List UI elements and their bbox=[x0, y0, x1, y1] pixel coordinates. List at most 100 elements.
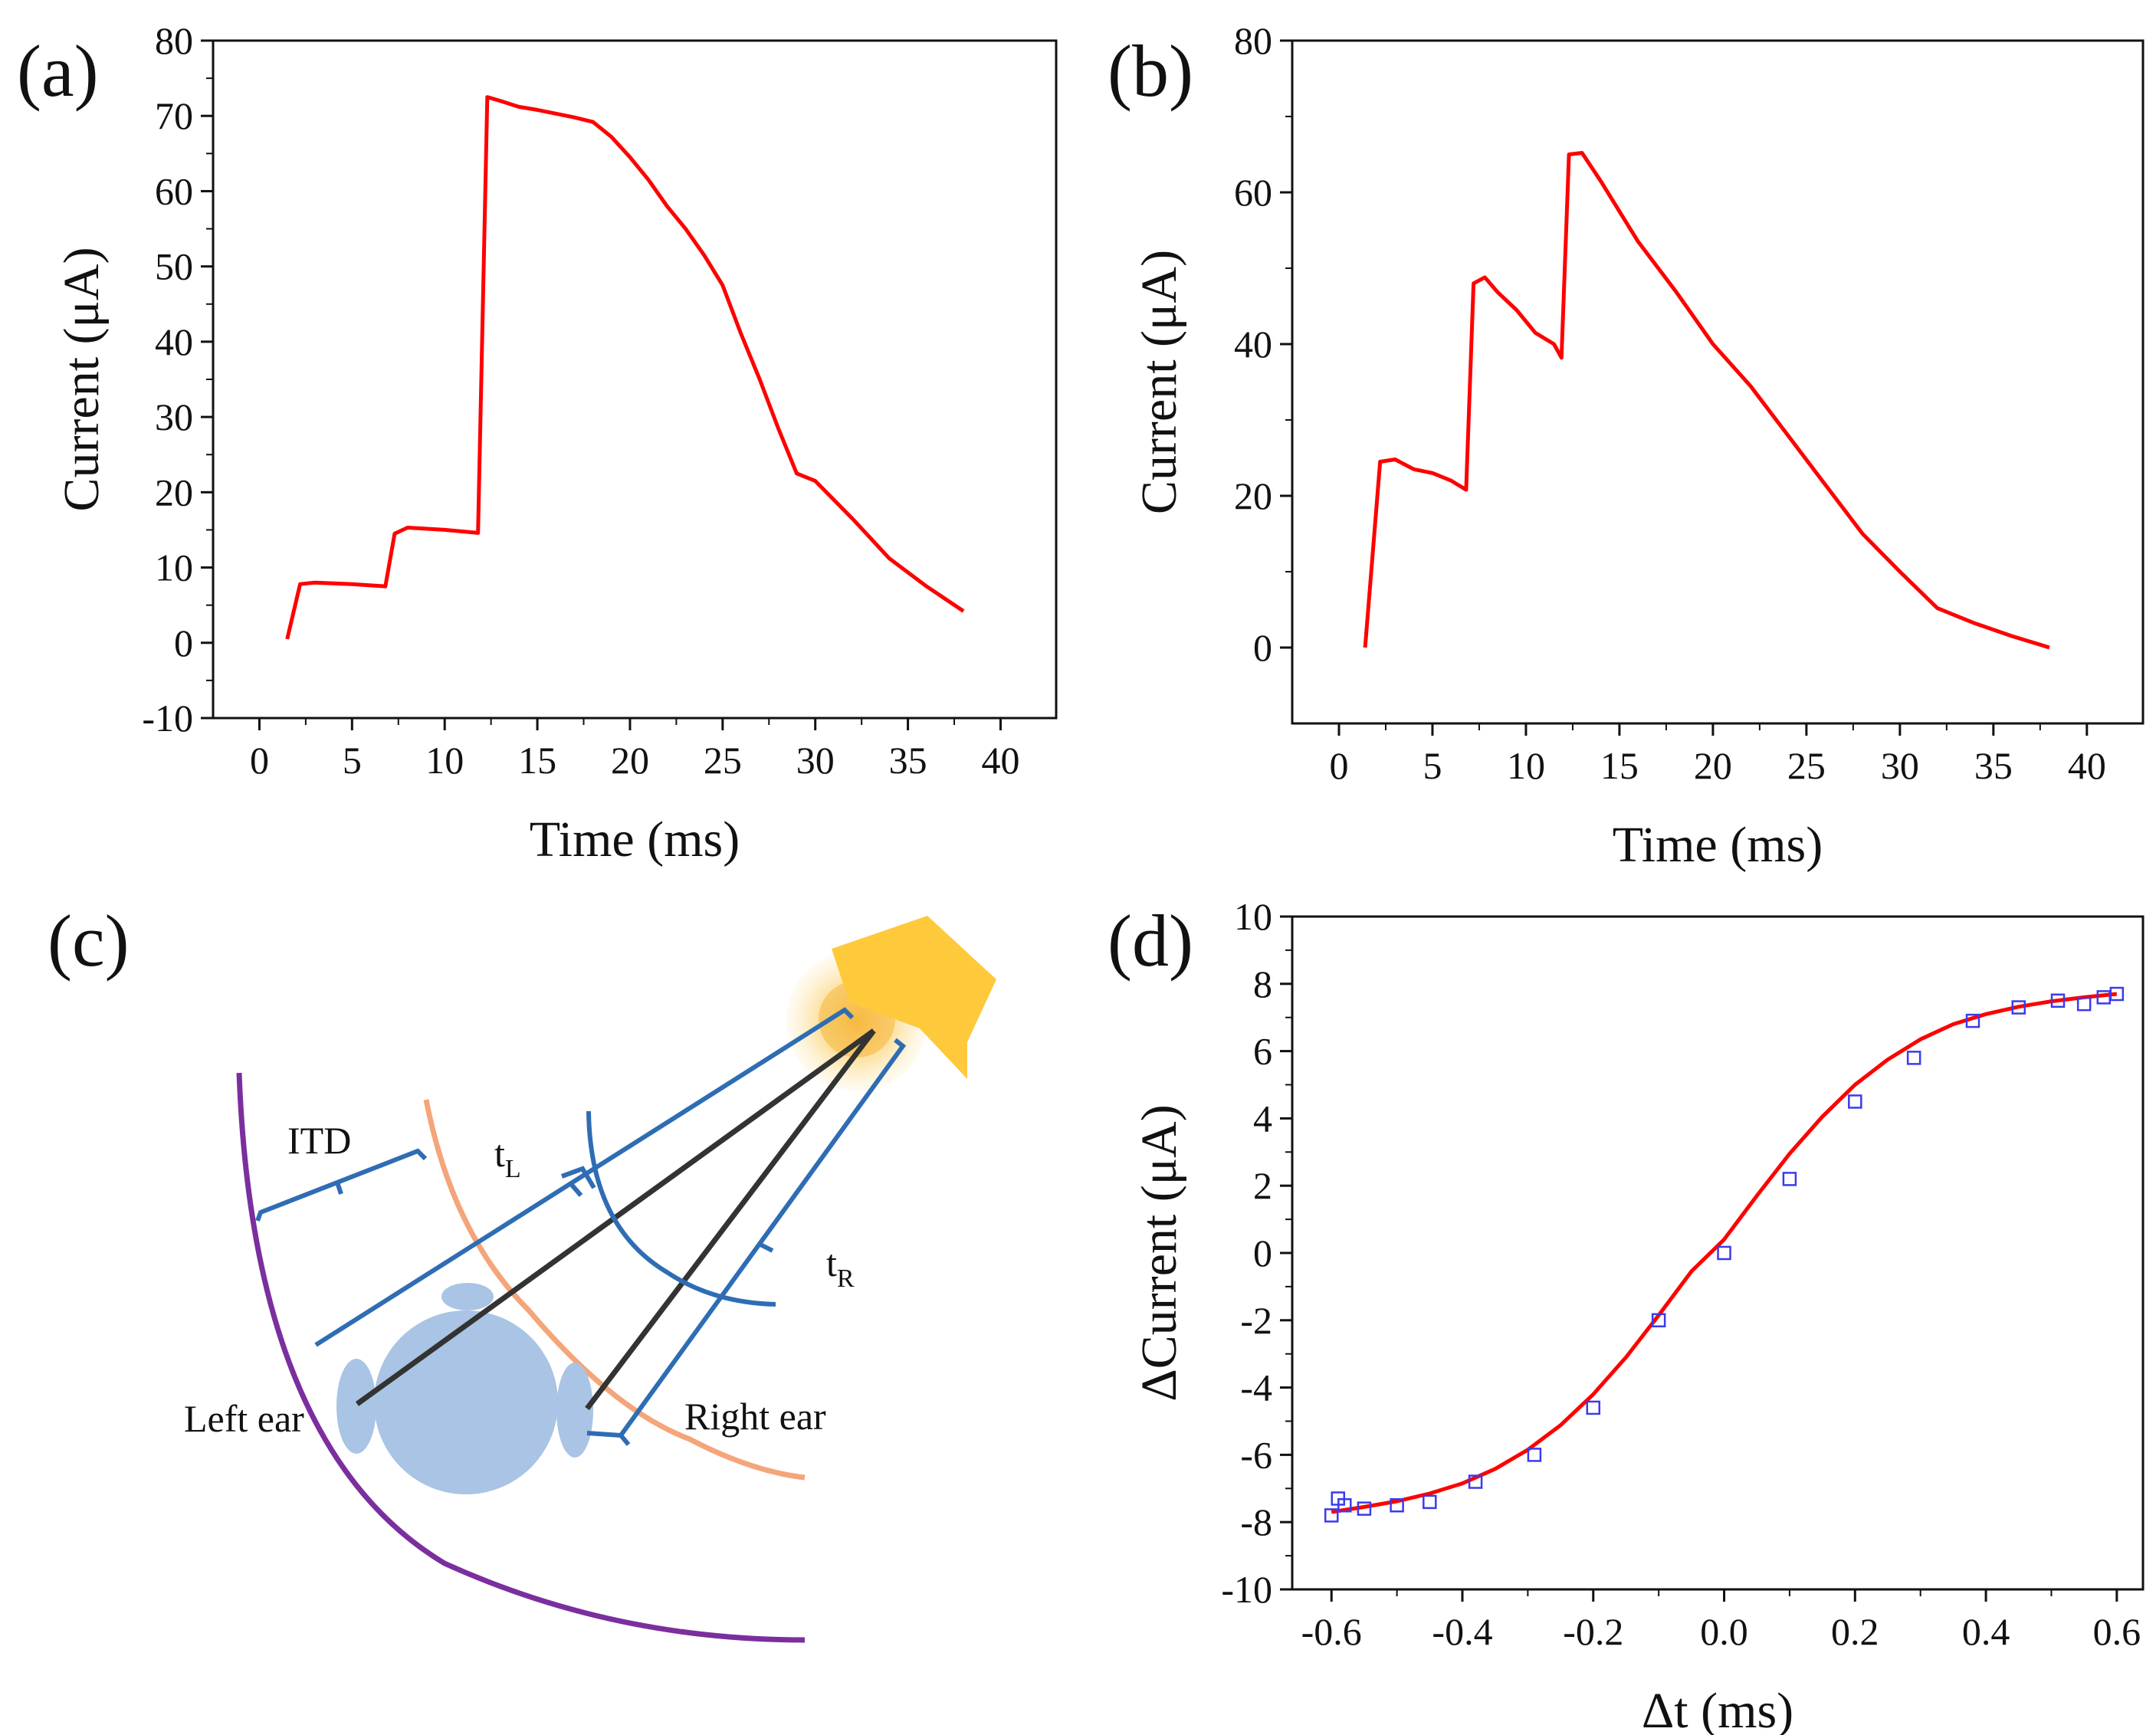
y-tick-label: 10 bbox=[155, 546, 193, 589]
y-tick-label: -10 bbox=[142, 697, 193, 740]
tr-label: tR bbox=[826, 1241, 855, 1293]
data-point bbox=[1651, 1313, 1666, 1328]
x-tick-label: 40 bbox=[2068, 744, 2106, 787]
left-ear-shape bbox=[336, 1359, 376, 1454]
y-tick-label: 70 bbox=[155, 94, 193, 137]
itd-label: ITD bbox=[287, 1119, 351, 1162]
y-tick-label: 0 bbox=[174, 622, 193, 664]
x-tick-label: 10 bbox=[425, 739, 464, 782]
data-point bbox=[1782, 1172, 1797, 1186]
x-tick-label: -0.2 bbox=[1563, 1610, 1623, 1653]
x-tick-label: 5 bbox=[1423, 744, 1442, 787]
y-tick-label: -10 bbox=[1221, 1568, 1272, 1611]
x-axis-label: Time (ms) bbox=[1613, 817, 1823, 873]
series-line-fit bbox=[1331, 992, 2118, 1514]
y-tick-label: 30 bbox=[155, 395, 193, 438]
x-tick-label: 0.6 bbox=[2093, 1610, 2141, 1653]
data-point bbox=[1423, 1494, 1437, 1510]
y-tick-label: 60 bbox=[155, 169, 193, 212]
x-axis-label: Δt (ms) bbox=[1642, 1683, 1793, 1735]
head-nose bbox=[441, 1283, 494, 1310]
x-tick-label: 0.0 bbox=[1700, 1610, 1748, 1653]
data-point bbox=[2011, 1000, 2026, 1015]
chart-a: -10 0 10 20 30 40 50 60 70 80 0 5 10 15 20 25 30 35 40 Time… bbox=[54, 19, 1058, 868]
purple-arc bbox=[236, 1072, 806, 1643]
data-point bbox=[1324, 1508, 1339, 1523]
y-tick-label: 80 bbox=[1234, 19, 1272, 62]
y-tick-label: 6 bbox=[1253, 1030, 1272, 1073]
x-tick-label: 35 bbox=[1974, 744, 2013, 787]
y-tick-label: -6 bbox=[1240, 1433, 1272, 1476]
x-tick-label: 15 bbox=[518, 739, 556, 782]
x-tick-label: 0.2 bbox=[1831, 1610, 1879, 1653]
panel-label-d: (d) bbox=[1108, 900, 1193, 982]
y-tick-label: 60 bbox=[1234, 171, 1272, 214]
ray-right bbox=[585, 1028, 876, 1411]
x-tick-label: 10 bbox=[1507, 744, 1545, 787]
plot-frame bbox=[1291, 39, 2145, 725]
x-tick-label: 25 bbox=[704, 739, 742, 782]
y-tick-label: 40 bbox=[1234, 323, 1272, 366]
x-tick-label: 30 bbox=[796, 739, 835, 782]
x-tick-label: 0.4 bbox=[1962, 1610, 2010, 1653]
tr-arc bbox=[586, 1110, 776, 1307]
series-line-current bbox=[285, 95, 965, 640]
y-tick-label: 8 bbox=[1253, 963, 1272, 1005]
data-point bbox=[1906, 1051, 1921, 1065]
data-point bbox=[2076, 996, 2092, 1012]
series-line-current bbox=[1363, 151, 2050, 650]
data-point bbox=[1527, 1448, 1542, 1462]
x-tick-label: 5 bbox=[343, 739, 362, 782]
x-tick-label: -0.4 bbox=[1432, 1610, 1492, 1653]
right-ear-label: Right ear bbox=[684, 1395, 826, 1438]
x-tick-label: 20 bbox=[1694, 744, 1732, 787]
y-tick-label: 4 bbox=[1253, 1097, 1272, 1140]
y-tick-label: 10 bbox=[1234, 895, 1272, 938]
x-tick-label: 0 bbox=[1329, 744, 1348, 787]
panel-label-a: (a) bbox=[17, 30, 99, 112]
plot-frame bbox=[212, 39, 1058, 720]
tr-end bbox=[586, 1431, 631, 1446]
x-tick-label: 30 bbox=[1881, 744, 1919, 787]
chart-d: -10 -8 -6 -4 -2 0 2 4 6 8 10 -0.6 -0.4 -0.2 0.0 0.2 0.4 0… bbox=[1131, 895, 2145, 1735]
y-tick-label: 0 bbox=[1253, 626, 1272, 669]
left-ear-label: Left ear bbox=[184, 1397, 304, 1440]
y-tick-label: -8 bbox=[1240, 1500, 1272, 1543]
y-axis-label: Current (μA) bbox=[54, 247, 110, 511]
x-axis-label: Time (ms) bbox=[530, 812, 740, 868]
x-tick-label: 25 bbox=[1787, 744, 1826, 787]
chart-b: 0 20 40 60 80 0 5 10 15 20 25 30 35 40 Time (ms) Curren… bbox=[1131, 19, 2145, 873]
y-tick-label: -4 bbox=[1240, 1366, 1272, 1409]
y-tick-label: 50 bbox=[155, 245, 193, 288]
y-axis-label: Current (μA) bbox=[1131, 250, 1187, 514]
data-point bbox=[1586, 1400, 1601, 1415]
x-tick-label: 35 bbox=[889, 739, 927, 782]
data-point bbox=[1965, 1013, 1980, 1028]
data-point bbox=[1468, 1474, 1483, 1489]
x-tick-label: 15 bbox=[1600, 744, 1639, 787]
data-point bbox=[1848, 1094, 1862, 1109]
x-tick-label: 40 bbox=[981, 739, 1019, 782]
tl-tick bbox=[560, 1166, 596, 1189]
y-tick-label: 20 bbox=[155, 471, 193, 513]
tr-bracket bbox=[619, 1038, 907, 1437]
y-axis-label: ΔCurrent (μA) bbox=[1131, 1104, 1187, 1402]
y-tick-label: 0 bbox=[1253, 1232, 1272, 1274]
data-point bbox=[2109, 986, 2125, 1002]
head bbox=[374, 1310, 558, 1494]
data-point bbox=[1357, 1501, 1372, 1516]
x-tick-label: -0.6 bbox=[1301, 1610, 1362, 1653]
itd-bracket bbox=[255, 1148, 428, 1222]
panel-label-c: (c) bbox=[48, 900, 130, 982]
itd-diagram: ITD tL tR Left ear Right ear bbox=[184, 916, 996, 1643]
y-tick-label: 40 bbox=[155, 320, 193, 363]
y-tick-label: 20 bbox=[1234, 474, 1272, 517]
y-tick-label: 2 bbox=[1253, 1164, 1272, 1207]
data-point bbox=[1337, 1498, 1352, 1513]
x-tick-label: 0 bbox=[250, 739, 269, 782]
orange-arc bbox=[423, 1099, 806, 1481]
tl-label: tL bbox=[494, 1132, 521, 1183]
data-point bbox=[2050, 993, 2066, 1008]
y-tick-label: -2 bbox=[1240, 1299, 1272, 1342]
